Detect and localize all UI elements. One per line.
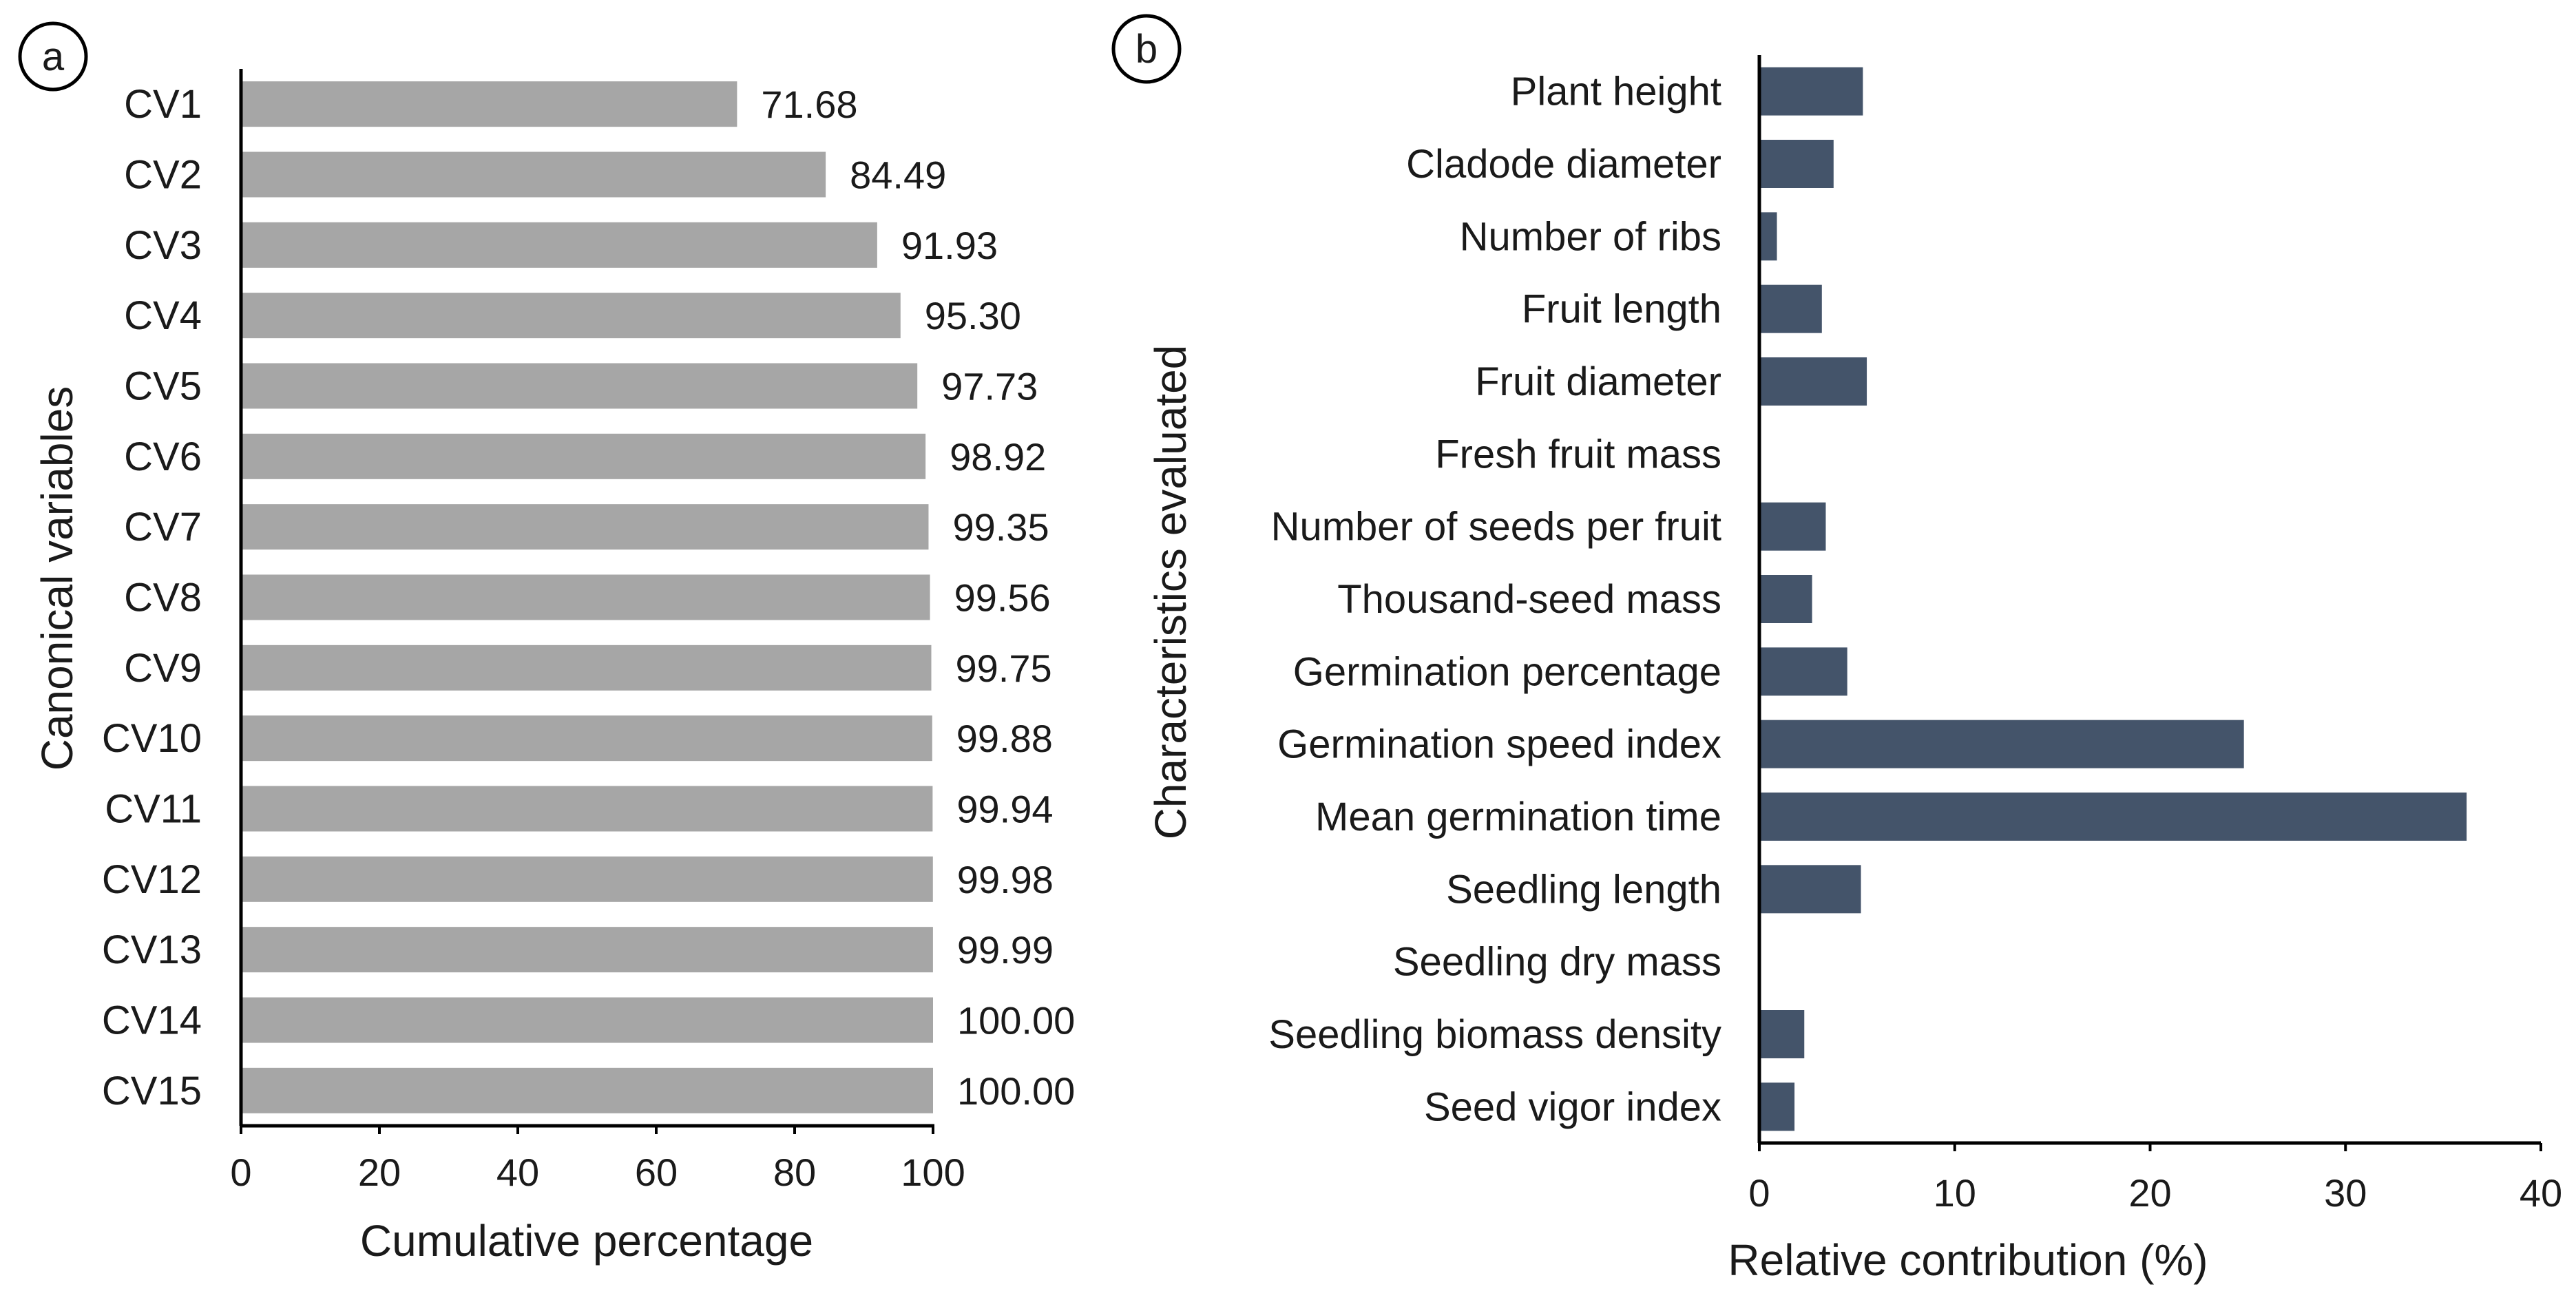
- panel-b-category-label: Germination percentage: [1293, 649, 1721, 694]
- panel-a-x-tick-label: 0: [230, 1151, 251, 1194]
- panel-b-category-label: Seedling dry mass: [1393, 940, 1721, 985]
- panel-b-category-label: Cladode diameter: [1406, 142, 1721, 187]
- panel-a-x-axis-title: Cumulative percentage: [360, 1216, 813, 1266]
- panel-a-category-label: CV15: [102, 1069, 202, 1113]
- panel-b-x-tick-label: 10: [1934, 1171, 1976, 1215]
- panel-a-bar: [241, 1067, 933, 1113]
- panel-a-bar: [241, 293, 901, 339]
- panel-b-category-label: Fruit diameter: [1475, 359, 1721, 404]
- panel-a-bar: [241, 786, 933, 832]
- panel-a-x-tick-label: 20: [358, 1151, 401, 1194]
- panel-a-value-label: 99.99: [957, 928, 1054, 972]
- panel-b-bar: [1759, 212, 1777, 261]
- panel-b-letter-circle: [1111, 14, 1182, 84]
- panel-a-x-tick-label: 40: [496, 1151, 539, 1194]
- panel-a-letter-circle: [18, 21, 88, 92]
- panel-a-bar: [241, 222, 877, 268]
- panel-b-category-label: Fruit length: [1522, 287, 1721, 332]
- panel-b-category-label: Thousand-seed mass: [1337, 577, 1721, 622]
- panel-b-bar: [1759, 1010, 1805, 1058]
- panel-b-x-tick-label: 40: [2520, 1171, 2562, 1215]
- panel-b-bar: [1759, 575, 1812, 623]
- panel-b-marks: Plant height Cladode diameter Number of ri…: [1268, 67, 2562, 1215]
- panel-a-category-label: CV3: [124, 223, 202, 268]
- panel-b-category-label: Number of ribs: [1460, 214, 1721, 259]
- panel-a-letter: a: [42, 34, 65, 79]
- panel-a-bar: [241, 151, 826, 198]
- panel-b-bar: [1759, 647, 1847, 696]
- panel-b-x-tick-label: 0: [1748, 1171, 1770, 1215]
- panel-a-value-label: 99.98: [957, 858, 1054, 901]
- panel-a-bar: [241, 644, 932, 691]
- panel-a-bar: [241, 433, 926, 479]
- panel-b-category-label: Seed vigor index: [1424, 1084, 1721, 1129]
- panel-a-x-tick-label: 60: [635, 1151, 678, 1194]
- panel-a: a Canonical variables Cumulative percent…: [18, 21, 1075, 1266]
- panel-a-category-label: CV7: [124, 505, 202, 549]
- panel-b: b Characteristics evaluated Relative con…: [1111, 14, 2562, 1285]
- panel-a-value-label: 71.68: [761, 83, 857, 126]
- panel-a-bar: [241, 927, 933, 973]
- panel-b-bar: [1759, 357, 1867, 406]
- panel-a-category-label: CV1: [124, 82, 202, 127]
- panel-a-category-label: CV4: [124, 293, 202, 338]
- panel-b-x-tick-label: 20: [2128, 1171, 2171, 1215]
- panel-b-category-label: Seedling biomass density: [1268, 1012, 1721, 1057]
- panel-a-bar: [241, 856, 933, 902]
- panel-a-category-label: CV12: [102, 857, 202, 902]
- panel-a-value-label: 98.92: [950, 435, 1046, 479]
- panel-a-value-label: 99.75: [955, 647, 1051, 690]
- panel-b-x-tick-label: 30: [2324, 1171, 2367, 1215]
- panel-b-bar: [1759, 1082, 1795, 1131]
- panel-b-y-axis-title: Characteristics evaluated: [1146, 345, 1195, 840]
- panel-a-category-label: CV2: [124, 153, 202, 198]
- panel-b-category-label: Number of seeds per fruit: [1271, 505, 1721, 549]
- panel-a-value-label: 97.73: [941, 365, 1038, 408]
- panel-a-value-label: 100.00: [957, 999, 1075, 1042]
- panel-b-bar: [1759, 284, 1822, 333]
- panel-b-bar: [1759, 720, 2244, 768]
- panel-a-category-label: CV5: [124, 364, 202, 409]
- panel-a-value-label: 91.93: [901, 224, 998, 267]
- panel-a-category-label: CV10: [102, 716, 202, 761]
- panel-a-value-label: 84.49: [850, 154, 946, 197]
- panel-b-category-label: Fresh fruit mass: [1435, 432, 1721, 476]
- panel-b-category-label: Plant height: [1511, 70, 1721, 114]
- panel-a-y-axis-title: Canonical variables: [32, 386, 82, 771]
- panel-b-bar: [1759, 865, 1861, 914]
- panel-a-value-label: 99.94: [956, 788, 1053, 831]
- panel-a-category-label: CV11: [105, 787, 202, 832]
- panel-a-bar: [241, 574, 930, 620]
- panel-a-category-label: CV8: [124, 576, 202, 620]
- panel-a-bar: [241, 997, 933, 1043]
- panel-a-x-tick-label: 100: [901, 1151, 965, 1194]
- panel-b-category-label: Seedling length: [1446, 867, 1721, 912]
- panel-a-value-label: 95.30: [925, 294, 1021, 337]
- panel-b-category-label: Germination speed index: [1277, 722, 1721, 767]
- panel-a-x-tick-label: 80: [773, 1151, 816, 1194]
- panel-a-value-label: 100.00: [957, 1069, 1075, 1113]
- panel-a-category-label: CV14: [102, 998, 202, 1043]
- panel-a-bar: [241, 715, 932, 762]
- panel-a-category-label: CV6: [124, 434, 202, 479]
- panel-a-value-label: 99.56: [954, 576, 1051, 620]
- panel-a-value-label: 99.88: [956, 717, 1053, 760]
- panel-a-marks: CV1 71.68 CV2 84.49 CV3 91.93 CV4 95.30 CV5 97.73…: [102, 81, 1075, 1194]
- panel-b-category-label: Mean germination time: [1315, 795, 1721, 839]
- panel-a-value-label: 99.35: [952, 505, 1049, 549]
- panel-b-x-axis-title: Relative contribution (%): [1728, 1235, 2208, 1285]
- panel-b-bar: [1759, 67, 1863, 116]
- panel-a-bar: [241, 81, 737, 127]
- panel-a-bar: [241, 363, 918, 409]
- panel-b-bar: [1759, 793, 2467, 841]
- panel-b-letter: b: [1135, 27, 1158, 72]
- panel-a-bar: [241, 504, 929, 550]
- panel-a-category-label: CV9: [124, 646, 202, 691]
- panel-b-bar: [1759, 140, 1834, 188]
- panel-a-category-label: CV13: [102, 927, 202, 972]
- panel-b-bar: [1759, 502, 1826, 551]
